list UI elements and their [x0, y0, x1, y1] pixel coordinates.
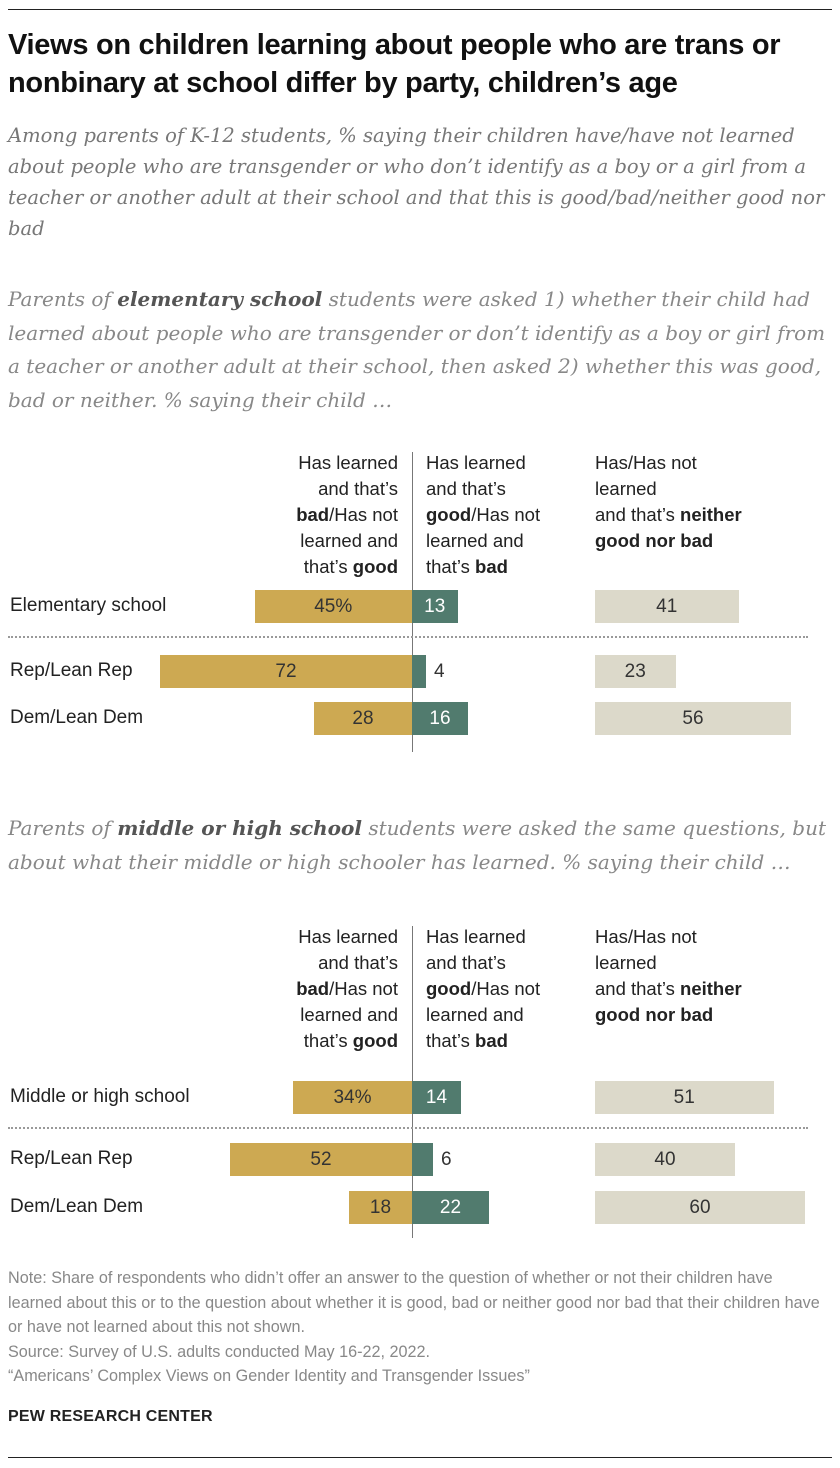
- text-segment: /Has not learned and that’s: [426, 504, 541, 577]
- bar-neither: [595, 1080, 774, 1114]
- text-segment: Parents of: [8, 287, 118, 311]
- bar-bad: [293, 1080, 412, 1114]
- value-label-good: 13: [424, 595, 446, 617]
- value-label-neither: 40: [654, 1148, 676, 1170]
- value-label-neither: 51: [673, 1086, 695, 1108]
- text-segment: bad: [296, 504, 330, 525]
- text-segment: /Has not learned and that’s: [300, 978, 398, 1051]
- text-segment: /Has not learned and that’s: [300, 504, 398, 577]
- bar-neither: [595, 589, 739, 623]
- footnote: Note: Share of respondents who didn’t of…: [8, 1266, 828, 1389]
- header-good: Has learned and that’s good/Has not lear…: [426, 450, 540, 580]
- section-intro: Parents of middle or high school student…: [8, 812, 828, 879]
- value-label-bad: 34%: [333, 1086, 372, 1108]
- text-segment: neither good nor bad: [595, 978, 742, 1025]
- text-segment: students were asked 1) whether their chi…: [8, 287, 826, 412]
- bar-good: [412, 701, 468, 735]
- text-segment: bad: [475, 556, 508, 577]
- text-segment: good: [352, 556, 398, 577]
- bottom-rule: [8, 1457, 832, 1458]
- value-label-bad: 45%: [314, 595, 353, 617]
- text-segment: good: [352, 1030, 398, 1051]
- text-segment: students were asked the same questions, …: [8, 816, 826, 874]
- chart-title: Views on children learning about people …: [8, 29, 781, 99]
- bar-bad: [254, 589, 412, 623]
- text-segment: good: [426, 504, 472, 525]
- text-segment: Has learned and that’s: [426, 452, 526, 499]
- header-bad: Has learned and that’s bad/Has not learn…: [296, 924, 398, 1054]
- bar-good: [412, 589, 458, 623]
- chart-subtitle: Among parents of K-12 students, % saying…: [8, 124, 825, 240]
- row-label: Middle or high school: [10, 1086, 190, 1107]
- section-intro: Parents of elementary school students we…: [8, 283, 828, 417]
- source-text: Source: Survey of U.S. adults conducted …: [8, 1342, 431, 1361]
- text-segment: /Has not learned and that’s: [426, 978, 541, 1051]
- row-label: Dem/Lean Dem: [10, 1196, 144, 1217]
- bar-good: [412, 1190, 489, 1224]
- bar-bad: [314, 701, 412, 735]
- bar-bad: [160, 654, 412, 688]
- bar-bad: [230, 1142, 412, 1176]
- value-label-bad: 28: [352, 707, 374, 729]
- row-label: Elementary school: [10, 595, 167, 616]
- text-segment: Has learned and that’s: [426, 926, 526, 973]
- text-segment: Has/Has not learned and that’s: [595, 926, 697, 999]
- bar-bad: [349, 1190, 412, 1224]
- bar-good: [412, 1142, 433, 1176]
- row-label: Rep/Lean Rep: [10, 1148, 133, 1169]
- value-label-neither: 23: [624, 660, 646, 682]
- divider-dotted: [8, 1127, 808, 1129]
- header-good: Has learned and that’s good/Has not lear…: [426, 924, 540, 1054]
- row-label: Dem/Lean Dem: [10, 707, 144, 728]
- bar-neither: [595, 1190, 805, 1224]
- header-neither: Has/Has not learned and that’s neither g…: [595, 924, 742, 1028]
- value-label-good: 14: [425, 1086, 448, 1108]
- text-segment: Has learned and that’s: [298, 452, 398, 499]
- value-label-good: 16: [429, 707, 451, 729]
- row-label: Rep/Lean Rep: [10, 660, 133, 681]
- value-label-neither: 41: [656, 595, 678, 617]
- divider-dotted: [8, 636, 808, 638]
- header-neither: Has/Has not learned and that’s neither g…: [595, 450, 742, 554]
- text-segment: good: [426, 978, 472, 999]
- bar-good: [412, 1080, 461, 1114]
- value-label-neither: 60: [689, 1196, 711, 1218]
- value-label-bad: 52: [310, 1148, 332, 1170]
- text-segment: bad: [475, 1030, 508, 1051]
- value-label-neither: 56: [682, 707, 704, 729]
- text-segment: Has learned and that’s: [298, 926, 398, 973]
- note-text: Note: Share of respondents who didn’t of…: [8, 1269, 820, 1336]
- value-label-good: 22: [439, 1196, 462, 1218]
- value-label-bad: 72: [275, 660, 297, 682]
- bar-good: [412, 654, 426, 688]
- bar-neither: [595, 701, 791, 735]
- bar-neither: [595, 654, 676, 688]
- text-segment: Parents of: [8, 816, 118, 840]
- top-rule: [8, 9, 832, 10]
- text-segment: middle or high school: [117, 816, 362, 840]
- header-bad: Has learned and that’s bad/Has not learn…: [296, 450, 398, 580]
- text-segment: neither good nor bad: [595, 504, 742, 551]
- value-label-bad: 18: [369, 1196, 392, 1218]
- text-segment: Has/Has not learned and that’s: [595, 452, 697, 525]
- text-segment: elementary school: [117, 287, 323, 311]
- value-label-good: 4: [434, 660, 445, 682]
- value-label-good: 6: [441, 1148, 452, 1170]
- brand-logo-text: PEW RESEARCH CENTER: [8, 1408, 213, 1425]
- bar-neither: [595, 1142, 735, 1176]
- text-segment: bad: [296, 978, 330, 999]
- report-title: “Americans’ Complex Views on Gender Iden…: [8, 1367, 530, 1385]
